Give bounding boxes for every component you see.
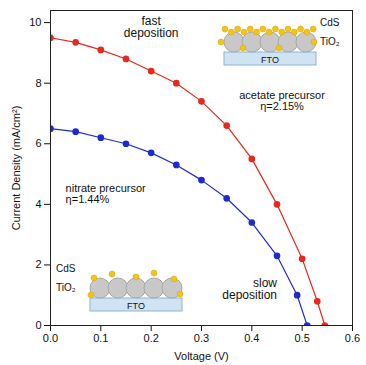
svg-text:6: 6 (35, 137, 41, 149)
svg-text:Voltage (V): Voltage (V) (174, 350, 228, 362)
svg-text:FTO: FTO (127, 301, 145, 311)
svg-text:0.4: 0.4 (244, 332, 259, 344)
svg-text:FTO: FTO (261, 55, 279, 65)
svg-text:TiO₂: TiO₂ (56, 282, 76, 293)
svg-text:0.0: 0.0 (43, 332, 58, 344)
svg-text:CdS: CdS (320, 17, 340, 28)
svg-text:0.5: 0.5 (295, 332, 310, 344)
svg-text:Current Density (mA/cm²): Current Density (mA/cm²) (10, 106, 22, 231)
svg-text:8: 8 (35, 77, 41, 89)
svg-text:nitrate precursorη=1.44%: nitrate precursorη=1.44% (66, 182, 146, 205)
svg-text:fastdeposition: fastdeposition (124, 14, 179, 40)
svg-text:0.1: 0.1 (93, 332, 108, 344)
svg-text:0.6: 0.6 (345, 332, 360, 344)
svg-text:4: 4 (35, 198, 41, 210)
svg-text:0: 0 (35, 319, 41, 331)
svg-text:0.2: 0.2 (144, 332, 159, 344)
svg-text:2: 2 (35, 258, 41, 270)
svg-text:0.3: 0.3 (194, 332, 209, 344)
svg-text:TiO₂: TiO₂ (320, 36, 340, 47)
svg-text:CdS: CdS (56, 263, 76, 274)
svg-text:acetate precursorη=2.15%: acetate precursorη=2.15% (239, 89, 325, 112)
svg-text:slowdeposition: slowdeposition (222, 276, 277, 302)
svg-text:10: 10 (29, 16, 41, 28)
